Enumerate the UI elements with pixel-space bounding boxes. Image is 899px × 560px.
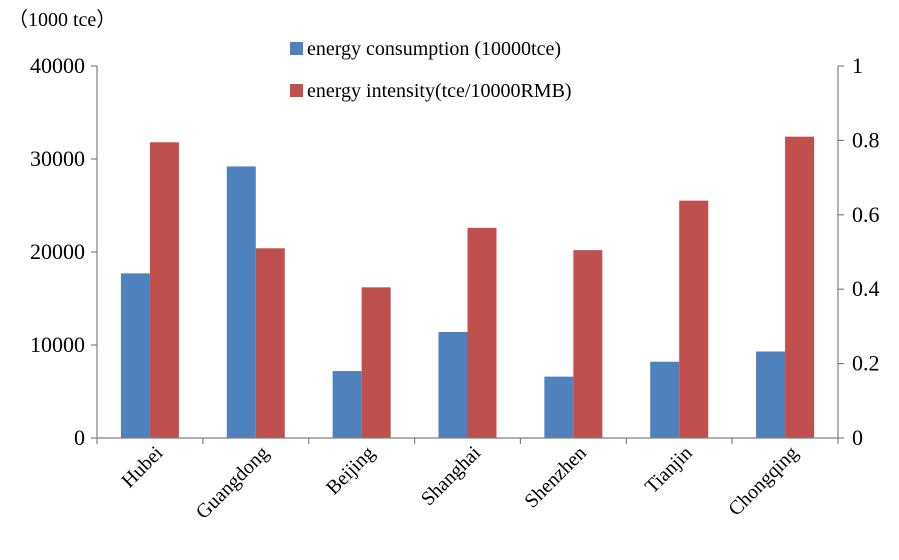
right-tick-label: 0.6	[852, 202, 880, 227]
right-tick-label: 0.4	[852, 276, 880, 301]
plot-area: 0 10000 20000 30000 40000 0 0.2 0.4 0.6 0.8 1 Hubei…	[30, 53, 880, 524]
category-label-chongqing: Chongqing	[724, 442, 802, 520]
right-tick-label: 0	[852, 425, 863, 450]
bar-energy-consumption-shenzhen	[544, 376, 574, 438]
category-label-tianjin: Tianjin	[641, 442, 697, 498]
bar-energy-consumption-guangdong	[226, 166, 256, 438]
legend: energy consumption (10000tce) energy int…	[290, 38, 572, 102]
left-tick-label: 20000	[30, 239, 85, 264]
bar-energy-intensity-shenzhen	[573, 250, 603, 438]
legend-label-energy-consumption: energy consumption (10000tce)	[307, 38, 561, 60]
left-tick-label: 0	[74, 425, 85, 450]
left-axis-unit-label: （1000 tce）	[8, 8, 116, 31]
bar-energy-intensity-chongqing	[785, 136, 815, 438]
category-label-shanghai: Shanghai	[417, 442, 486, 511]
category-label-beijing: Beijing	[322, 442, 379, 499]
bar-energy-consumption-beijing	[332, 371, 362, 438]
left-tick-label: 30000	[30, 146, 85, 171]
bar-energy-intensity-beijing	[361, 287, 391, 438]
left-tick-label: 10000	[30, 332, 85, 357]
right-tick-label: 0.8	[852, 127, 880, 152]
bar-energy-consumption-hubei	[120, 273, 150, 438]
category-label-shenzhen: Shenzhen	[520, 442, 591, 513]
bar-energy-consumption-tianjin	[650, 361, 680, 438]
bar-energy-intensity-shanghai	[467, 227, 497, 438]
right-tick-label: 0.2	[852, 351, 880, 376]
legend-swatch-energy-consumption	[290, 42, 303, 55]
category-label-guangdong: Guangdong	[192, 442, 274, 524]
right-tick-label: 1	[852, 53, 863, 78]
legend-label-energy-intensity: energy intensity(tce/10000RMB)	[307, 80, 572, 102]
legend-swatch-energy-intensity	[290, 84, 303, 97]
left-tick-label: 40000	[30, 53, 85, 78]
bar-energy-consumption-chongqing	[756, 351, 786, 438]
bar-energy-consumption-shanghai	[438, 331, 468, 438]
bar-energy-intensity-guangdong	[255, 248, 285, 438]
bar-energy-intensity-hubei	[149, 142, 179, 438]
bar-energy-intensity-tianjin	[679, 200, 709, 438]
category-label-hubei: Hubei	[117, 442, 167, 492]
